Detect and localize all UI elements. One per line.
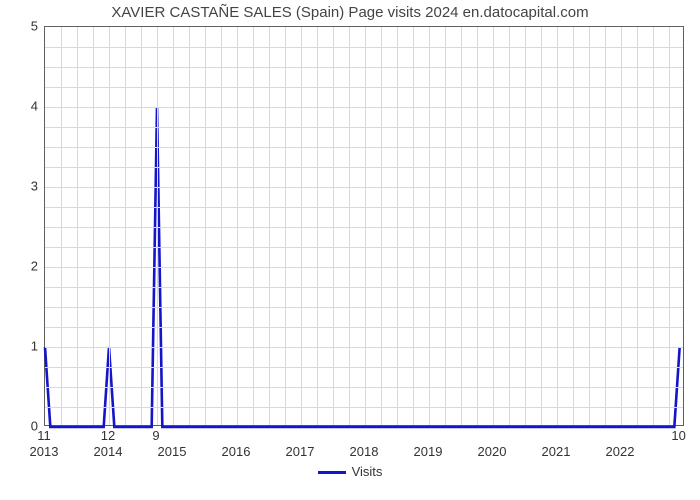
x-tick-label: 2022 bbox=[606, 444, 635, 459]
gridline-horizontal bbox=[45, 147, 683, 148]
gridline-horizontal bbox=[45, 227, 683, 228]
x-tick-label: 2020 bbox=[478, 444, 507, 459]
x-tick-label: 2014 bbox=[94, 444, 123, 459]
gridline-horizontal bbox=[45, 187, 683, 188]
baseline-value-label: 9 bbox=[152, 428, 159, 443]
gridline-horizontal bbox=[45, 167, 683, 168]
baseline-value-label: 11 bbox=[37, 428, 51, 443]
x-tick-label: 2018 bbox=[350, 444, 379, 459]
gridline-horizontal bbox=[45, 267, 683, 268]
chart-title: XAVIER CASTAÑE SALES (Spain) Page visits… bbox=[0, 4, 700, 21]
y-tick-label: 2 bbox=[31, 259, 44, 274]
x-tick-label: 2016 bbox=[222, 444, 251, 459]
x-tick-label: 2013 bbox=[30, 444, 59, 459]
gridline-horizontal bbox=[45, 307, 683, 308]
gridline-horizontal bbox=[45, 347, 683, 348]
y-tick-label: 1 bbox=[31, 339, 44, 354]
gridline-horizontal bbox=[45, 47, 683, 48]
legend-swatch bbox=[318, 471, 346, 474]
gridline-horizontal bbox=[45, 207, 683, 208]
baseline-value-label: 10 bbox=[671, 428, 685, 443]
x-tick-label: 2017 bbox=[286, 444, 315, 459]
legend-label: Visits bbox=[352, 464, 383, 479]
gridline-horizontal bbox=[45, 327, 683, 328]
x-tick-label: 2021 bbox=[542, 444, 571, 459]
gridline-horizontal bbox=[45, 287, 683, 288]
x-tick-label: 2015 bbox=[158, 444, 187, 459]
y-tick-label: 3 bbox=[31, 179, 44, 194]
x-tick-label: 2019 bbox=[414, 444, 443, 459]
gridline-horizontal bbox=[45, 67, 683, 68]
gridline-horizontal bbox=[45, 367, 683, 368]
plot-area bbox=[44, 26, 684, 426]
gridline-horizontal bbox=[45, 107, 683, 108]
baseline-value-label: 12 bbox=[101, 428, 115, 443]
gridline-horizontal bbox=[45, 247, 683, 248]
y-tick-label: 5 bbox=[31, 19, 44, 34]
legend: Visits bbox=[0, 464, 700, 479]
gridline-horizontal bbox=[45, 387, 683, 388]
gridline-horizontal bbox=[45, 127, 683, 128]
gridline-horizontal bbox=[45, 407, 683, 408]
gridline-horizontal bbox=[45, 87, 683, 88]
y-tick-label: 4 bbox=[31, 99, 44, 114]
